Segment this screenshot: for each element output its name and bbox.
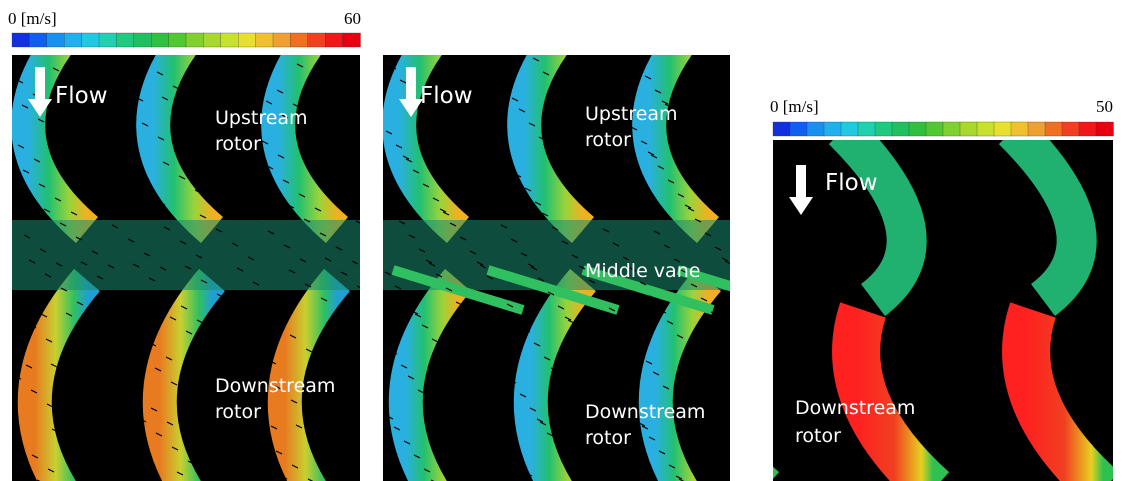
colorbar-segment bbox=[169, 33, 187, 47]
colorbar-segment bbox=[909, 122, 927, 136]
region-label: rotor bbox=[585, 427, 631, 449]
flow-field bbox=[673, 130, 1124, 481]
region-label: rotor bbox=[795, 425, 841, 447]
colorbar-segment bbox=[773, 122, 791, 136]
colorbar-segment bbox=[841, 122, 859, 136]
region-label: rotor bbox=[585, 129, 631, 151]
region-label: Downstream bbox=[795, 397, 915, 419]
mid-band bbox=[12, 220, 360, 290]
colorbar-min-label: 0 [m/s] bbox=[8, 9, 57, 28]
colorbar-segment bbox=[12, 33, 30, 47]
colorbar-segment bbox=[875, 122, 893, 136]
colorbar-segment bbox=[203, 33, 221, 47]
colorbar-segment bbox=[256, 33, 274, 47]
colorbar-segment bbox=[892, 122, 910, 136]
region-label: rotor bbox=[215, 133, 261, 155]
colorbar-segment bbox=[151, 33, 169, 47]
colorbar-segment bbox=[960, 122, 978, 136]
colorbar-segment bbox=[47, 33, 65, 47]
colorbar-segment bbox=[1028, 122, 1046, 136]
colorbar-segment bbox=[824, 122, 842, 136]
colorbar-segment bbox=[116, 33, 134, 47]
figure: 0 [m/s] 60 0 [m/s] 50 Flow Upstream roto… bbox=[0, 0, 1124, 481]
colorbar-segment bbox=[1079, 122, 1097, 136]
flow-field bbox=[0, 45, 365, 481]
colorbar-max-label: 60 bbox=[344, 9, 361, 28]
colorbar-max-label: 50 bbox=[1096, 97, 1113, 116]
colorbar-segment bbox=[1096, 122, 1114, 136]
colorbar-segment bbox=[99, 33, 117, 47]
region-label: rotor bbox=[215, 401, 261, 423]
region-label: Downstream bbox=[585, 401, 705, 423]
flow-label: Flow bbox=[825, 170, 878, 196]
colorbar-segment bbox=[926, 122, 944, 136]
colorbar-segment bbox=[290, 33, 308, 47]
colorbar-segment bbox=[186, 33, 204, 47]
colorbar-segment bbox=[82, 33, 100, 47]
colorbar-segment bbox=[1062, 122, 1080, 136]
colorbar-segment bbox=[343, 33, 361, 47]
colorbar-segment bbox=[807, 122, 825, 136]
region-label: Middle vane bbox=[585, 260, 700, 282]
colorbar-segment bbox=[1011, 122, 1029, 136]
colorbar-segment bbox=[994, 122, 1012, 136]
colorbar-segment bbox=[943, 122, 961, 136]
colorbar-min-label: 0 [m/s] bbox=[770, 97, 819, 116]
colorbar-segment bbox=[790, 122, 808, 136]
region-label: Downstream bbox=[215, 375, 335, 397]
colorbar-segment bbox=[64, 33, 82, 47]
flow-label: Flow bbox=[55, 83, 108, 109]
colorbar-segment bbox=[977, 122, 995, 136]
colorbar-segment bbox=[221, 33, 239, 47]
region-label: Upstream bbox=[215, 107, 308, 129]
colorbar-segment bbox=[858, 122, 876, 136]
colorbar-segment bbox=[273, 33, 291, 47]
colorbar-segment bbox=[238, 33, 256, 47]
panels bbox=[0, 45, 1124, 481]
colorbar-segment bbox=[134, 33, 152, 47]
region-label: Upstream bbox=[585, 103, 678, 125]
colorbar-segment bbox=[1045, 122, 1063, 136]
colorbar-segment bbox=[308, 33, 326, 47]
colorbar-segment bbox=[325, 33, 343, 47]
flow-label: Flow bbox=[420, 83, 473, 109]
colorbar-segment bbox=[29, 33, 47, 47]
